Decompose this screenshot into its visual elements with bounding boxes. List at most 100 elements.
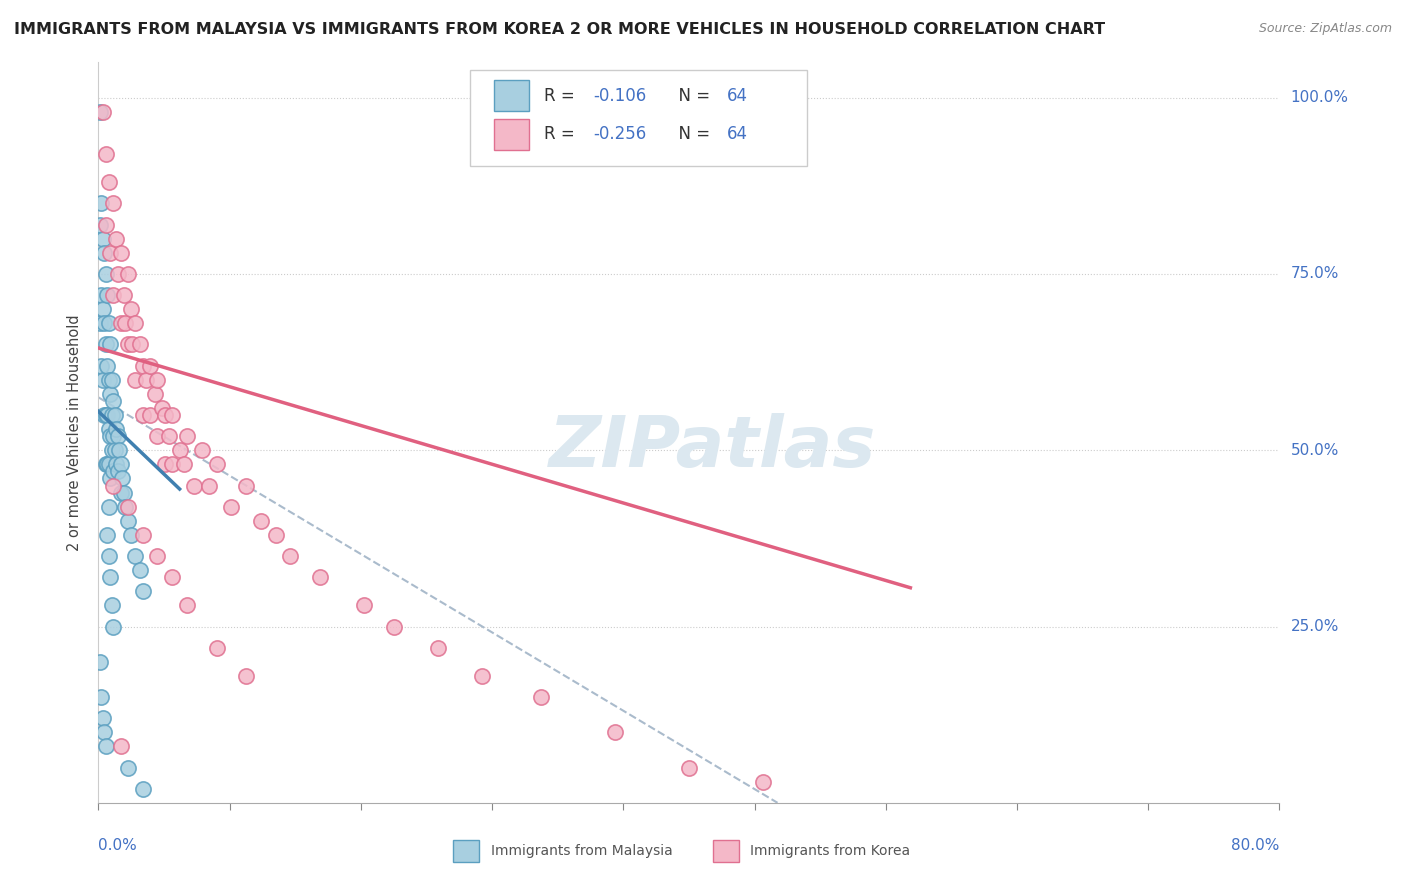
Text: 100.0%: 100.0% <box>1291 90 1348 105</box>
Point <box>235 478 257 492</box>
Point <box>100 408 122 422</box>
FancyBboxPatch shape <box>494 80 530 112</box>
Point <box>107 267 129 281</box>
Point <box>89 218 111 232</box>
Point <box>103 464 125 478</box>
Point <box>96 288 118 302</box>
Point <box>191 443 214 458</box>
Point <box>353 599 375 613</box>
Point <box>110 245 132 260</box>
Point <box>153 458 176 472</box>
Point <box>96 359 118 373</box>
Point <box>162 408 183 422</box>
Point <box>176 429 198 443</box>
Point <box>94 147 117 161</box>
Point <box>91 104 114 119</box>
Point <box>382 619 405 633</box>
Point <box>90 359 112 373</box>
Point <box>100 373 122 387</box>
Point <box>135 373 157 387</box>
Point <box>94 218 117 232</box>
Point <box>110 458 132 472</box>
Point <box>173 458 195 472</box>
Point <box>91 373 114 387</box>
Text: N =: N = <box>668 125 716 144</box>
Point <box>250 514 273 528</box>
Text: Immigrants from Malaysia: Immigrants from Malaysia <box>491 844 672 858</box>
Point <box>124 373 146 387</box>
Point <box>97 175 120 189</box>
Point <box>103 478 125 492</box>
Point <box>105 232 128 246</box>
Point <box>103 429 125 443</box>
Point <box>752 774 775 789</box>
Point <box>471 669 494 683</box>
Point <box>117 267 139 281</box>
Point <box>143 387 166 401</box>
Point <box>103 196 125 211</box>
Point <box>114 500 136 514</box>
Text: 0.0%: 0.0% <box>98 838 138 853</box>
Point <box>132 781 155 796</box>
Text: IMMIGRANTS FROM MALAYSIA VS IMMIGRANTS FROM KOREA 2 OR MORE VEHICLES IN HOUSEHOL: IMMIGRANTS FROM MALAYSIA VS IMMIGRANTS F… <box>14 22 1105 37</box>
FancyBboxPatch shape <box>471 70 807 166</box>
Point <box>94 337 117 351</box>
Point <box>124 316 146 330</box>
Y-axis label: 2 or more Vehicles in Household: 2 or more Vehicles in Household <box>67 314 83 551</box>
Point <box>103 619 125 633</box>
Point <box>97 549 120 563</box>
Point <box>183 478 205 492</box>
Point <box>309 570 332 584</box>
Point <box>108 443 131 458</box>
Point <box>90 196 112 211</box>
Point <box>111 471 134 485</box>
Point <box>89 104 111 119</box>
Point <box>678 760 700 774</box>
Point <box>132 584 155 599</box>
Point <box>162 570 183 584</box>
Point <box>97 500 120 514</box>
Point <box>103 393 125 408</box>
Point <box>139 359 162 373</box>
Point <box>112 485 135 500</box>
Point <box>132 408 155 422</box>
Point <box>98 337 121 351</box>
Point <box>162 458 183 472</box>
Point <box>97 373 120 387</box>
Point <box>98 429 121 443</box>
Point <box>97 316 120 330</box>
Text: 25.0%: 25.0% <box>1291 619 1339 634</box>
Point <box>104 408 127 422</box>
Point <box>205 640 228 655</box>
Point <box>93 245 115 260</box>
Point <box>110 739 132 754</box>
FancyBboxPatch shape <box>494 119 530 150</box>
Point <box>107 429 129 443</box>
Point <box>146 549 169 563</box>
Point <box>124 549 146 563</box>
Point <box>91 302 114 317</box>
Point <box>97 422 120 436</box>
Point <box>132 528 155 542</box>
Text: R =: R = <box>544 125 579 144</box>
Point <box>198 478 221 492</box>
Point <box>153 408 176 422</box>
Point <box>96 408 118 422</box>
Point <box>93 408 115 422</box>
Point <box>157 429 180 443</box>
Text: 50.0%: 50.0% <box>1291 442 1339 458</box>
Text: ZIPatlas: ZIPatlas <box>548 413 876 482</box>
Point <box>117 514 139 528</box>
Point <box>132 359 155 373</box>
Text: -0.106: -0.106 <box>593 87 647 104</box>
Point <box>128 337 150 351</box>
Point <box>98 245 121 260</box>
Point <box>605 725 627 739</box>
Point <box>530 690 553 704</box>
Point <box>96 458 118 472</box>
Text: Source: ZipAtlas.com: Source: ZipAtlas.com <box>1258 22 1392 36</box>
Point <box>93 316 115 330</box>
Point <box>235 669 257 683</box>
FancyBboxPatch shape <box>713 840 738 862</box>
Point <box>98 570 121 584</box>
